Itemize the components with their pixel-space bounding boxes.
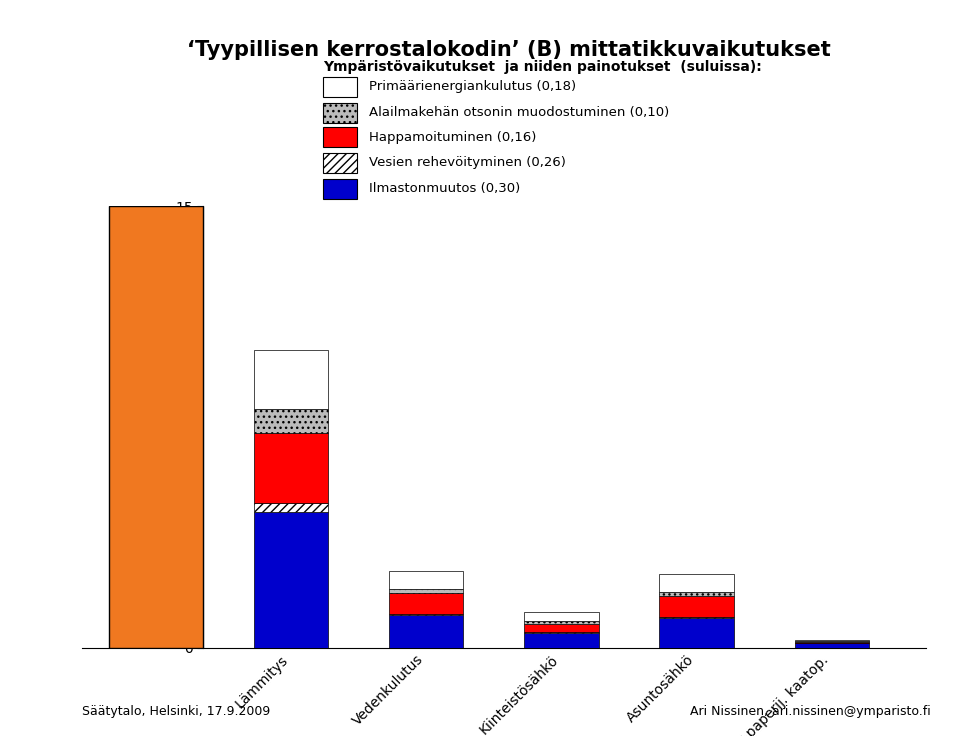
- Bar: [254, 512, 328, 648]
- Text: Vesien rehevöityminen (0,26): Vesien rehevöityminen (0,26): [369, 156, 565, 169]
- Text: Ilmastonmuutos (0,30): Ilmastonmuutos (0,30): [369, 183, 520, 195]
- Bar: [524, 621, 599, 624]
- Text: Ympäristövaikutukset  ja niiden painotukset  (suluissa):: Ympäristövaikutukset ja niiden painotuks…: [323, 60, 761, 74]
- Bar: [389, 615, 464, 648]
- Bar: [3, 586, 52, 599]
- Bar: [389, 571, 464, 589]
- Bar: [254, 503, 328, 512]
- Bar: [660, 618, 733, 648]
- Bar: [323, 102, 357, 123]
- Bar: [3, 701, 52, 714]
- Bar: [3, 682, 52, 695]
- Bar: [524, 633, 599, 648]
- Bar: [323, 127, 357, 147]
- Bar: [3, 528, 52, 542]
- Bar: [254, 433, 328, 503]
- Bar: [389, 614, 464, 615]
- Bar: [323, 77, 357, 97]
- Bar: [389, 589, 464, 593]
- Bar: [660, 592, 733, 596]
- Bar: [795, 643, 869, 648]
- Bar: [3, 662, 52, 676]
- Bar: [660, 617, 733, 618]
- Text: Alailmakehän otsonin muodostuminen (0,10): Alailmakehän otsonin muodostuminen (0,10…: [369, 106, 669, 119]
- Text: Primäärienergiankulutus (0,18): Primäärienergiankulutus (0,18): [369, 80, 576, 93]
- Bar: [323, 179, 357, 199]
- Bar: [108, 206, 204, 648]
- Text: Happamoituminen (0,16): Happamoituminen (0,16): [369, 130, 537, 144]
- Bar: [524, 612, 599, 621]
- Text: Säätytalo, Helsinki, 17.9.2009: Säätytalo, Helsinki, 17.9.2009: [82, 704, 270, 718]
- Bar: [795, 640, 869, 642]
- Bar: [3, 605, 52, 618]
- Bar: [3, 548, 52, 561]
- Bar: [254, 409, 328, 433]
- Bar: [660, 596, 733, 617]
- Text: Ari Nissinen, ari.nissinen@ymparisto.fi: Ari Nissinen, ari.nissinen@ymparisto.fi: [690, 704, 931, 718]
- Bar: [660, 574, 733, 592]
- Text: ‘Tyypillisen kerrostalokodin’ (B) mittatikkuvaikutukset: ‘Tyypillisen kerrostalokodin’ (B) mittat…: [187, 40, 830, 60]
- Bar: [3, 567, 52, 580]
- Bar: [389, 593, 464, 614]
- Bar: [524, 624, 599, 632]
- Bar: [323, 153, 357, 173]
- Bar: [3, 643, 52, 657]
- Bar: [254, 350, 328, 409]
- Bar: [3, 624, 52, 637]
- Text: Consumer & Environment: Consumer & Environment: [20, 170, 35, 389]
